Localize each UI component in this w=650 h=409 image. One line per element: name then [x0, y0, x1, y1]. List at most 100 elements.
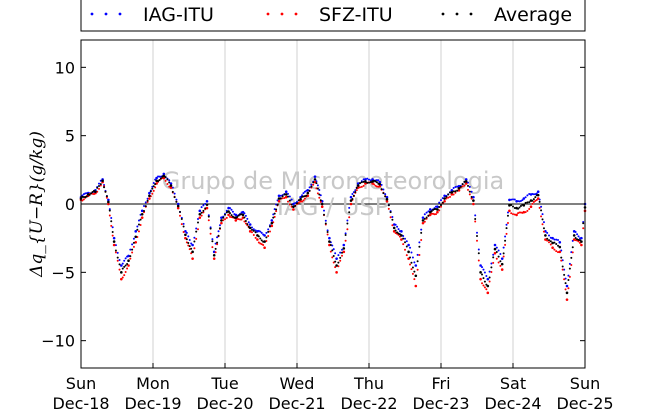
data-dot: [355, 189, 358, 192]
data-dot: [449, 191, 451, 194]
data-dot: [438, 206, 441, 209]
data-dot: [114, 251, 117, 254]
data-dot: [387, 207, 390, 210]
data-dot: [137, 230, 140, 233]
data-dot: [517, 207, 520, 210]
x-tick-label-day: Sun: [570, 374, 600, 393]
data-point: [176, 206, 180, 210]
data-dot: [481, 282, 484, 285]
data-dot: [139, 218, 142, 221]
data-dot: [118, 268, 121, 271]
data-point: [443, 199, 446, 203]
data-point: [436, 210, 439, 214]
data-point: [248, 230, 252, 233]
data-dot: [540, 209, 543, 212]
data-point: [385, 197, 389, 201]
data-point: [580, 243, 583, 247]
data-dot: [116, 259, 119, 262]
data-dot: [351, 197, 354, 200]
data-dot: [316, 192, 319, 195]
data-dot: [224, 218, 226, 221]
data-point: [472, 199, 475, 202]
data-point: [335, 257, 338, 260]
data-dot: [488, 276, 491, 279]
data-dot: [456, 185, 459, 188]
data-dot: [202, 204, 205, 207]
data-point: [349, 195, 353, 199]
data-dot: [351, 192, 354, 195]
data-point: [335, 264, 338, 267]
data-point: [227, 213, 230, 217]
data-dot: [247, 221, 250, 224]
data-dot: [454, 185, 457, 188]
data-point: [162, 176, 166, 180]
legend-marker: [90, 12, 94, 16]
data-dot: [483, 286, 486, 289]
data-dot: [129, 255, 132, 258]
data-dot: [132, 237, 135, 240]
data-dot: [447, 196, 450, 199]
data-dot: [409, 263, 412, 266]
data-dot: [218, 227, 221, 230]
data-dot: [384, 193, 387, 196]
data-point: [400, 238, 403, 241]
data-point: [205, 203, 209, 206]
data-dot: [474, 220, 477, 223]
data-dot: [339, 251, 342, 254]
data-dot: [418, 253, 421, 256]
data-dot: [380, 188, 383, 191]
data-dot: [182, 225, 185, 228]
data-point: [443, 197, 446, 200]
data-dot: [90, 192, 93, 195]
data-dot: [438, 201, 441, 204]
data-dot: [131, 251, 134, 254]
data-dot: [504, 243, 507, 246]
data-dot: [99, 183, 102, 186]
data-dot: [404, 237, 406, 240]
data-point: [551, 236, 554, 240]
data-dot: [269, 225, 271, 228]
data-dot: [423, 220, 426, 223]
data-dot: [561, 265, 564, 268]
data-dot: [582, 222, 585, 225]
data-dot: [519, 204, 522, 207]
data-point: [544, 234, 547, 237]
watermark-line-1: Grupo de Micrometeorologia: [162, 167, 504, 195]
data-point: [176, 202, 180, 206]
data-dot: [118, 263, 121, 266]
data-dot: [222, 219, 225, 222]
data-dot: [394, 223, 397, 226]
data-point: [551, 246, 554, 250]
data-dot: [225, 216, 228, 219]
data-point: [169, 182, 173, 185]
data-dot: [207, 215, 210, 218]
data-dot: [463, 184, 466, 187]
data-point: [580, 236, 583, 240]
data-point: [500, 268, 504, 271]
data-dot: [88, 193, 91, 196]
data-dot: [200, 214, 203, 217]
data-dot: [582, 227, 585, 230]
data-dot: [144, 205, 147, 208]
data-point: [148, 191, 151, 195]
data-dot: [329, 244, 332, 247]
data-dot: [411, 266, 414, 269]
data-point: [364, 182, 367, 185]
data-point: [107, 198, 110, 202]
data-dot: [344, 234, 347, 237]
data-dot: [246, 223, 249, 226]
data-point: [558, 250, 562, 254]
data-dot: [187, 241, 190, 244]
data-dot: [200, 206, 203, 209]
data-dot: [193, 247, 196, 250]
data-point: [508, 198, 511, 202]
data-dot: [334, 260, 337, 263]
x-tick-label-date: Dec-24: [484, 394, 541, 409]
data-dot: [540, 205, 543, 208]
data-point: [493, 251, 497, 255]
data-dot: [168, 179, 171, 182]
data-dot: [180, 223, 183, 226]
data-dot: [229, 212, 232, 215]
data-dot: [468, 190, 471, 193]
data-dot: [154, 186, 157, 189]
